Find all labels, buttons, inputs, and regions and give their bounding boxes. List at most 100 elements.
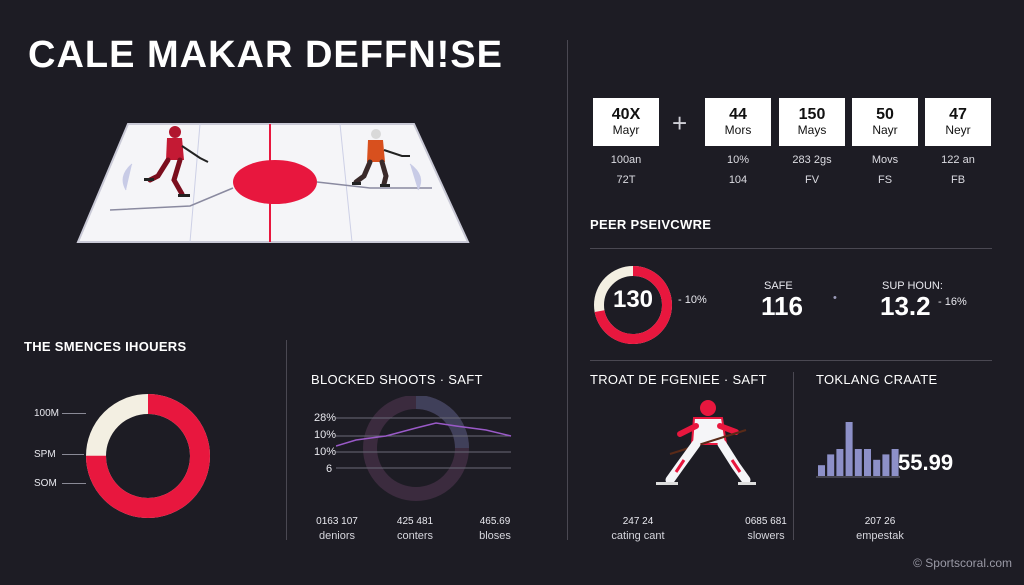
blocked-y-label: 10%	[314, 446, 337, 458]
stat-label: Mays	[797, 123, 827, 137]
blocked-y-label: 28%	[314, 412, 337, 424]
stat-sub-4: Movs FS	[840, 150, 930, 190]
stat-value: 50	[876, 106, 894, 123]
peer-donut-fill	[594, 266, 672, 344]
bar-2	[827, 454, 835, 476]
bar-7	[873, 459, 881, 476]
peer-title: PEER PSEIVCWRE	[590, 217, 712, 232]
footer-label: empestak	[856, 530, 904, 542]
axis-label: SPM	[34, 449, 56, 460]
stat-value: 150	[798, 106, 826, 123]
bar-8	[882, 454, 890, 476]
stat-sub-line2: FS	[877, 174, 893, 186]
bar-6	[864, 449, 871, 476]
stat-label: Mors	[724, 123, 752, 137]
divider-left-bottom	[286, 340, 287, 540]
axis-line	[62, 483, 86, 484]
player-orange-icon	[352, 129, 410, 187]
bar-1	[818, 465, 825, 476]
sup-label: SUP HOUN:	[882, 280, 943, 292]
center-circle	[233, 160, 317, 204]
divider-peer-top	[590, 248, 992, 249]
hockey-player-icon	[656, 400, 756, 485]
footer-value: 207 26	[864, 516, 896, 527]
peer-donut	[594, 266, 672, 344]
footer-value: 425 481	[396, 516, 434, 527]
blocked-y-label: 10%	[314, 429, 337, 441]
stat-box-4: 50 Nayr	[852, 98, 918, 146]
ring-fill	[86, 394, 210, 518]
stat-sub-3: 283 2gs FV	[767, 150, 857, 190]
stat-sub-line1: 283 2gs	[792, 154, 832, 166]
peer-donut-delta: - 10%	[678, 294, 707, 306]
blocked-footer: 425 481 conters	[375, 515, 455, 543]
footer-label: cating cant	[611, 530, 665, 542]
bar-9	[891, 449, 899, 476]
stat-value: 47	[949, 106, 967, 123]
footer-value: 465.69	[479, 516, 511, 527]
troat-title: TROAT DE FGENIEE · SAFT	[590, 372, 767, 387]
safe-label: SAFE	[764, 280, 793, 292]
stat-sub-2: 10% 104	[693, 150, 783, 190]
tokling-title: TOKLANG CRAATE	[816, 372, 938, 387]
sup-delta: - 16%	[938, 296, 967, 308]
blocked-footer: 0163 107 deniors	[297, 515, 377, 543]
footer-label: deniors	[318, 530, 356, 542]
stat-value: 40X	[611, 106, 641, 123]
stat-sub-line1: 122 an	[941, 154, 975, 166]
axis-line	[62, 413, 86, 414]
stat-box-2: 44 Mors	[705, 98, 771, 146]
blocked-footer: 465.69 bloses	[455, 515, 535, 543]
stat-sub-line2: FB	[950, 174, 966, 186]
peer-donut-value: 130	[612, 286, 654, 313]
footer-label: conters	[396, 530, 434, 542]
stat-sub-line1: 10%	[726, 154, 750, 166]
stat-sub-1: 100an 72T	[581, 150, 671, 190]
divider-peer-bottom	[590, 360, 992, 361]
stat-label: Mayr	[612, 123, 640, 137]
blocked-title: BLOCKED SHOOTS · SAFT	[311, 372, 483, 387]
rink-illustration	[76, 123, 470, 243]
stat-sub-line2: 72T	[616, 174, 636, 186]
ring-chart	[86, 394, 210, 518]
stat-box-5: 47 Neyr	[925, 98, 991, 146]
divider-right-bottom	[793, 372, 794, 540]
blocked-chart	[336, 396, 512, 501]
troat-footer: 0685 681 slowers	[726, 515, 806, 543]
page-title: CALE MAKAR DEFFN!SE	[28, 34, 503, 76]
axis-line	[62, 454, 84, 455]
smences-title: THE SMENCES IHOUERS	[24, 339, 187, 354]
stat-label: Neyr	[945, 123, 971, 137]
blocked-y-label: 6	[326, 463, 333, 475]
bar-5	[854, 449, 862, 476]
divider-main	[567, 40, 568, 540]
stat-sub-line2: 104	[728, 174, 748, 186]
safe-value: 116	[761, 291, 803, 321]
footer-label: bloses	[479, 530, 511, 542]
blocked-trend-line	[336, 422, 512, 447]
stat-sub-5: 122 an FB	[913, 150, 1003, 190]
tokling-footer: 207 26 empestak	[840, 515, 920, 543]
plus-sign: +	[672, 108, 688, 138]
stat-value: 44	[729, 106, 747, 123]
watermark: © Sportscoral.com	[913, 556, 1012, 570]
axis-label: SOM	[34, 478, 57, 489]
footer-value: 247 24	[622, 516, 654, 527]
troat-footer: 247 24 cating cant	[598, 515, 678, 543]
sup-value: 13.2	[880, 291, 931, 321]
separator-dot: •	[833, 292, 837, 304]
footer-value: 0163 107	[316, 516, 358, 527]
tokling-value: 55.99	[898, 450, 954, 475]
stat-sub-line1: 100an	[610, 154, 642, 166]
stat-label: Nayr	[872, 123, 898, 137]
stat-box-1: 40X Mayr	[593, 98, 659, 146]
player-red-icon	[144, 126, 209, 197]
bar-4	[845, 422, 853, 476]
footer-value: 0685 681	[745, 516, 787, 527]
stat-sub-line2: FV	[804, 174, 820, 186]
stat-box-3: 150 Mays	[779, 98, 845, 146]
bar-3	[836, 449, 844, 476]
stat-sub-line1: Movs	[871, 154, 899, 166]
tokling-bar-chart	[816, 422, 900, 478]
axis-label: 100M	[34, 408, 60, 419]
